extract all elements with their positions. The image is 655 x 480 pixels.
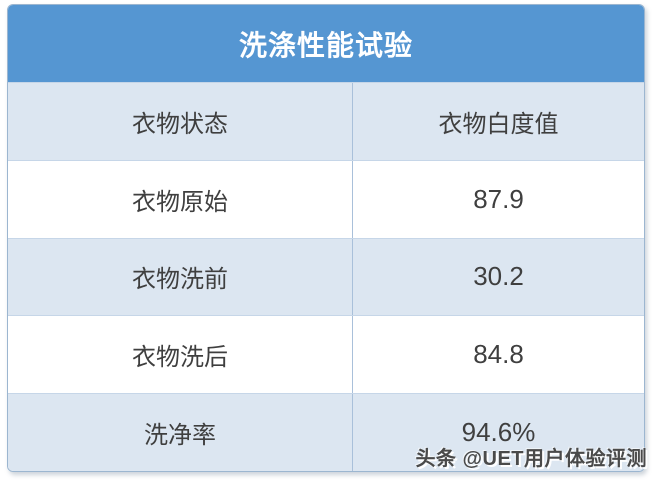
row-value: 94.6% <box>461 417 536 448</box>
table-row-after-wash: 衣物洗后 84.8 <box>8 315 644 394</box>
table-row-clean-rate: 洗净率 94.6% <box>8 393 644 471</box>
table-row-original: 衣物原始 87.9 <box>8 159 644 238</box>
column-header-garment-state: 衣物状态 <box>8 83 353 160</box>
row-label: 衣物洗后 <box>8 316 353 394</box>
row-value: 84.8 <box>473 339 524 370</box>
table-title: 洗涤性能试验 <box>238 29 413 61</box>
toutiao-watermark: 头条 @UET用户体验评测 <box>415 448 647 470</box>
table-title-bar: 洗涤性能试验 <box>8 5 644 82</box>
row-value: 87.9 <box>473 183 524 214</box>
wash-performance-table: 洗涤性能试验 衣物状态 衣物白度值 衣物原始 87.9 衣物洗前 30.2 衣物… <box>7 4 645 472</box>
table-header-row: 衣物状态 衣物白度值 <box>8 82 644 160</box>
table-row-before-wash: 衣物洗前 30.2 <box>8 237 644 316</box>
row-value: 30.2 <box>473 261 524 292</box>
row-label: 衣物原始 <box>8 160 353 238</box>
column-header-whiteness-value: 衣物白度值 <box>438 110 559 138</box>
row-label: 洗净率 <box>8 394 353 471</box>
row-label: 衣物洗前 <box>8 238 353 316</box>
